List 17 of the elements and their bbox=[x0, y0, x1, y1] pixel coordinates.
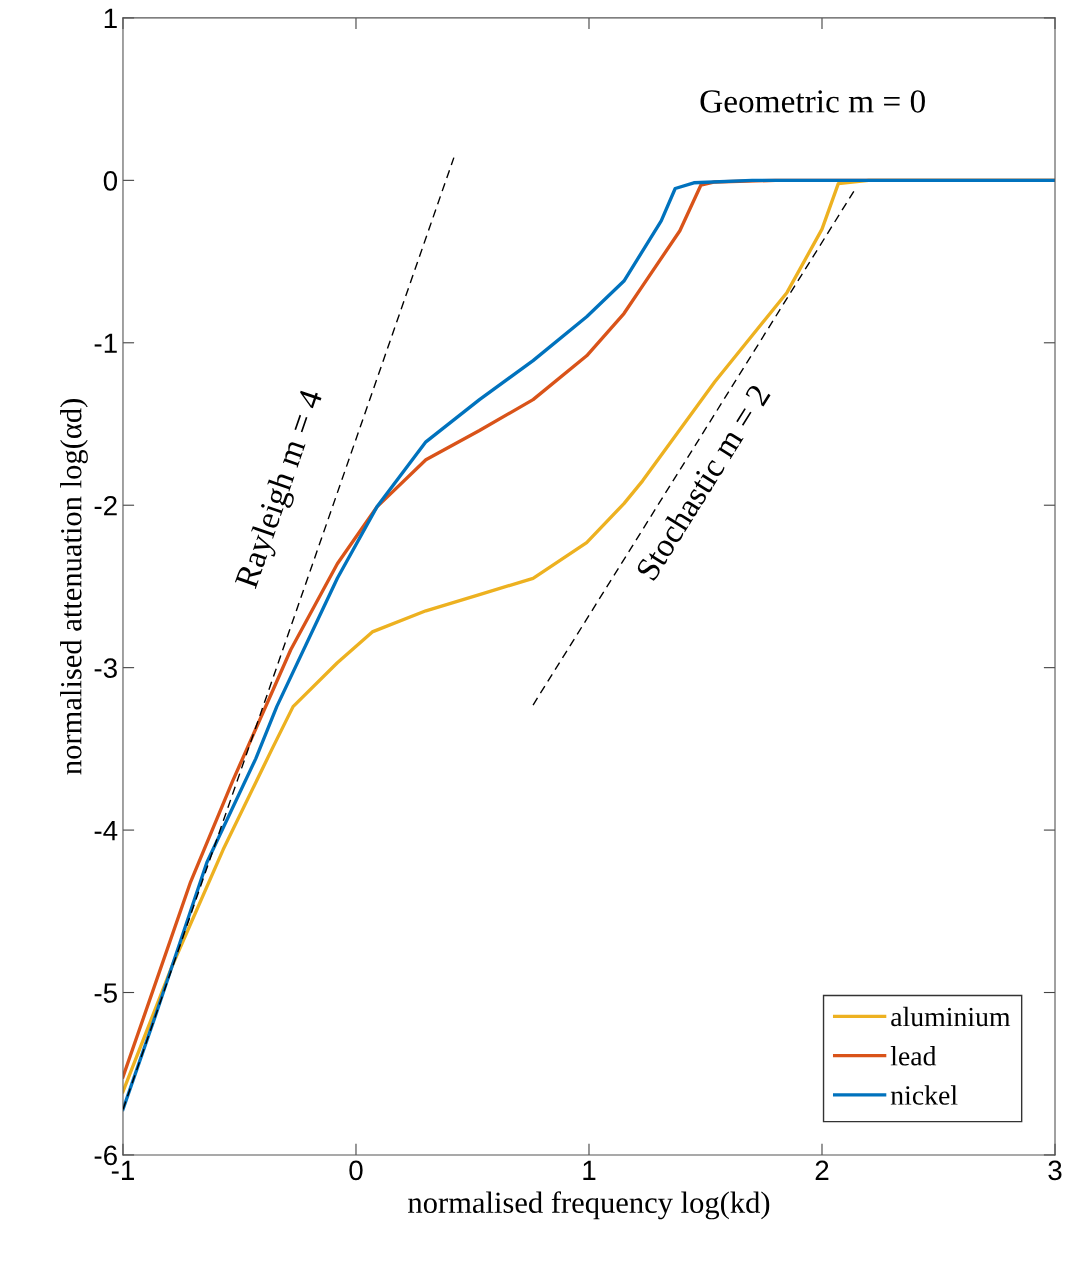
x-tick-label: 1 bbox=[583, 1160, 596, 1180]
y-tick-label: -3 bbox=[94, 658, 117, 678]
y-tick-label: -1 bbox=[94, 333, 117, 353]
y-tick-label: 0 bbox=[103, 171, 118, 191]
x-axis-title: normalised frequency log(kd) bbox=[408, 1191, 770, 1220]
y-tick-label: -5 bbox=[94, 983, 117, 1003]
annotation: Geometric m = 0 bbox=[700, 90, 925, 113]
legend-label: lead bbox=[890, 1046, 937, 1066]
x-tick-label: 3 bbox=[1048, 1160, 1062, 1181]
legend-label: nickel bbox=[890, 1085, 958, 1105]
y-tick-label: 1 bbox=[104, 8, 117, 28]
y-tick-label: -2 bbox=[94, 495, 117, 516]
legend-label: aluminium bbox=[891, 1006, 1011, 1027]
x-tick-label: 2 bbox=[815, 1160, 829, 1180]
x-tick-label: 0 bbox=[349, 1160, 363, 1181]
y-axis-title: normalised attenuation log(αd) bbox=[60, 399, 88, 775]
y-tick-label: -4 bbox=[94, 821, 118, 841]
